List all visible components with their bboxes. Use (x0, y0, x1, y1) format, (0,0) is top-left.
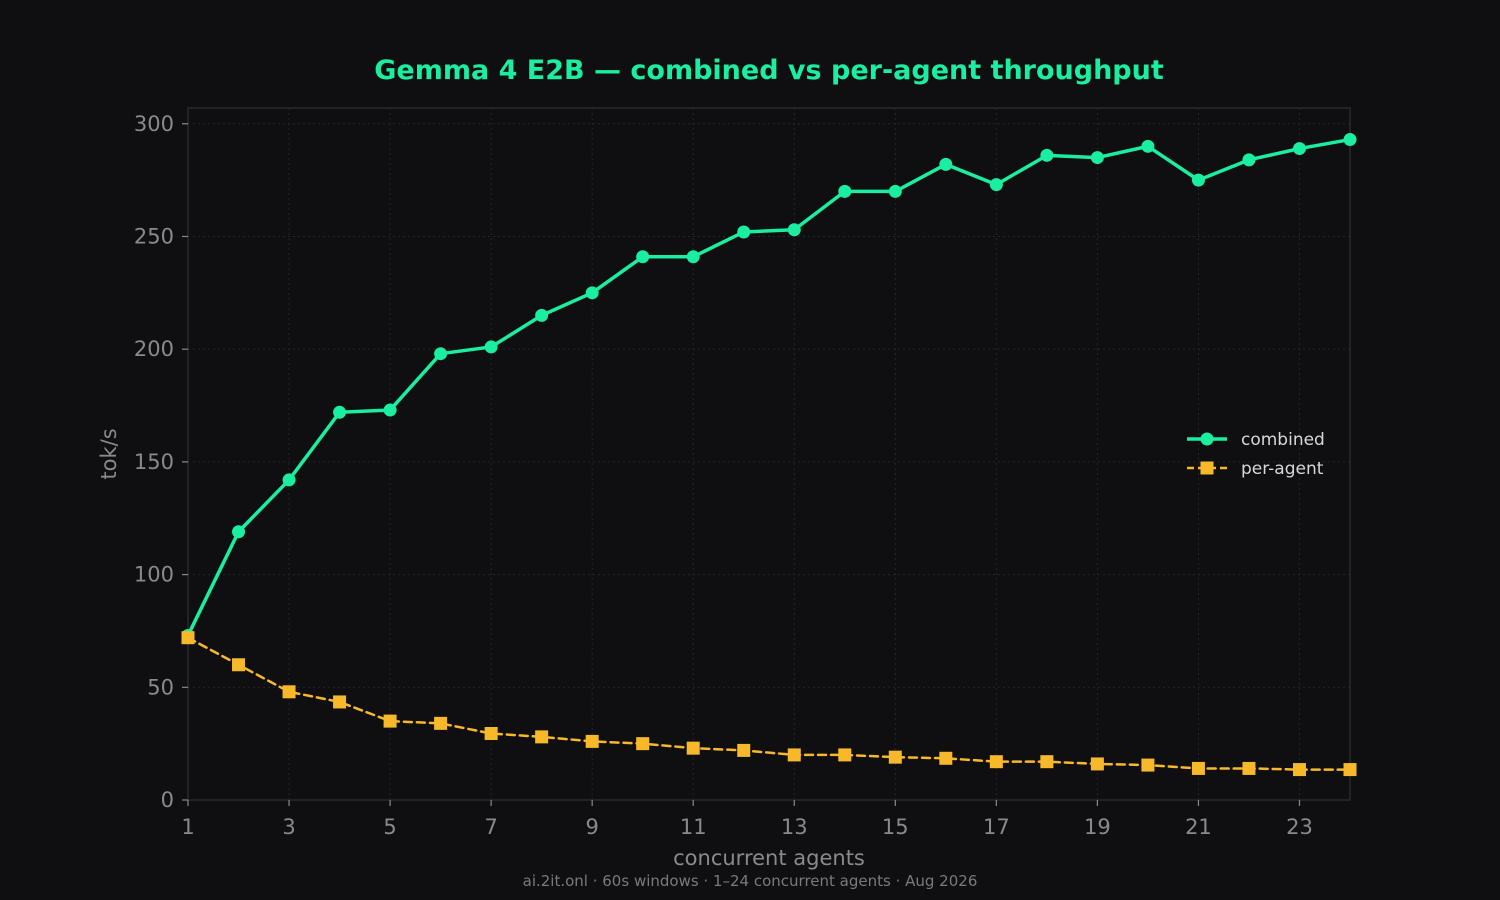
point-per-agent (282, 685, 296, 699)
x-tick-label: 1 (181, 815, 194, 839)
point-per-agent (1141, 758, 1155, 772)
x-tick-label: 17 (983, 815, 1010, 839)
point-per-agent (737, 743, 751, 757)
y-tick-label: 300 (134, 112, 174, 136)
y-tick-label: 250 (134, 224, 174, 248)
point-combined (686, 250, 700, 264)
point-per-agent (585, 734, 599, 748)
point-combined (232, 525, 246, 539)
point-combined (383, 403, 397, 417)
chart-title: Gemma 4 E2B — combined vs per-agent thro… (374, 55, 1164, 86)
x-tick-label: 13 (781, 815, 808, 839)
point-per-agent (1242, 761, 1256, 775)
legend: combined per-agent (1187, 430, 1325, 479)
series-line-per-agent (186, 636, 1352, 771)
series-layer (181, 133, 1357, 777)
point-combined (1040, 148, 1054, 162)
point-per-agent (484, 727, 498, 741)
x-tick-label: 15 (882, 815, 909, 839)
y-tick-label: 100 (134, 563, 174, 587)
point-combined (535, 308, 549, 322)
y-tick-label: 150 (134, 450, 174, 474)
footer-note: ai.2it.onl · 60s windows · 1–24 concurre… (523, 872, 978, 890)
y-tick-label: 200 (134, 337, 174, 361)
x-tick-label: 23 (1286, 815, 1313, 839)
point-combined (1343, 133, 1357, 147)
point-combined (1191, 173, 1205, 187)
legend-per-agent-marker (1200, 461, 1214, 475)
point-combined (939, 157, 953, 171)
point-per-agent (888, 750, 902, 764)
plot-frame (187, 107, 1351, 801)
legend-per-agent-label: per-agent (1241, 459, 1324, 479)
series-line-combined (186, 137, 1352, 638)
x-axis-label: concurrent agents (673, 846, 865, 870)
point-combined (585, 286, 599, 300)
point-per-agent (1040, 755, 1054, 769)
y-axis-label: tok/s (97, 428, 121, 479)
point-combined (737, 225, 751, 239)
point-per-agent (434, 716, 448, 730)
point-combined (1090, 151, 1104, 165)
point-combined (888, 184, 902, 198)
x-tick-label: 11 (680, 815, 707, 839)
point-combined (1141, 139, 1155, 153)
point-per-agent (1090, 757, 1104, 771)
point-per-agent (1292, 763, 1306, 777)
point-combined (989, 178, 1003, 192)
point-per-agent (1191, 761, 1205, 775)
x-tick-label: 21 (1185, 815, 1212, 839)
x-tick-label: 7 (484, 815, 497, 839)
point-per-agent (333, 695, 347, 709)
point-per-agent (535, 730, 549, 744)
point-per-agent (383, 714, 397, 728)
point-combined (434, 347, 448, 361)
point-combined (787, 223, 801, 237)
y-tick-label: 0 (161, 788, 174, 812)
legend-combined-marker (1200, 432, 1214, 446)
x-tick-label: 5 (383, 815, 396, 839)
y-tick-label: 50 (147, 675, 174, 699)
legend-combined-label: combined (1241, 430, 1325, 450)
x-tick-label: 19 (1084, 815, 1111, 839)
point-combined (282, 473, 296, 487)
point-per-agent (232, 658, 246, 672)
point-combined (1242, 153, 1256, 167)
point-per-agent (787, 748, 801, 762)
point-per-agent (686, 741, 700, 755)
point-combined (636, 250, 650, 264)
point-combined (484, 340, 498, 354)
point-per-agent (636, 737, 650, 751)
x-tick-label: 9 (585, 815, 598, 839)
grid-lines (187, 108, 1350, 801)
point-combined (838, 184, 852, 198)
point-per-agent (1343, 763, 1357, 777)
point-per-agent (989, 755, 1003, 769)
point-combined (333, 405, 347, 419)
x-tick-label: 3 (282, 815, 295, 839)
point-combined (1292, 142, 1306, 156)
point-per-agent (838, 748, 852, 762)
point-per-agent (939, 751, 953, 765)
point-per-agent (181, 631, 195, 645)
